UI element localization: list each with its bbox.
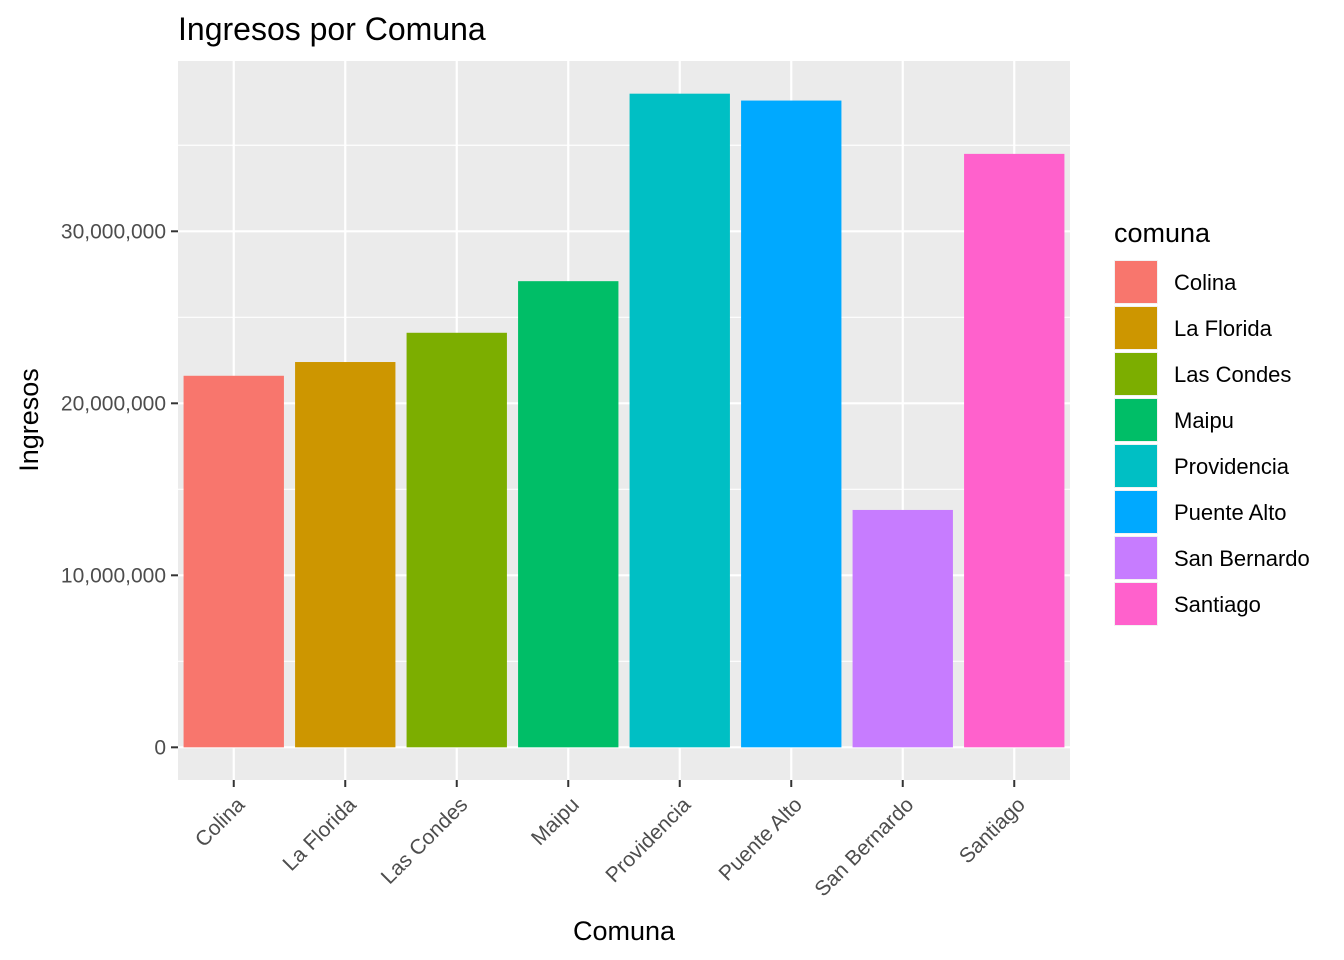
y-tick-label-3: 30,000,000 [61,220,166,243]
bar-providencia [629,93,730,748]
bars [183,93,1065,748]
x-axis: Colina La Florida Las Condes Maipu Providenc… [191,780,1030,901]
y-tick-label-2: 20,000,000 [61,392,166,415]
legend: comuna Colina La Florida Las Condes Maipu Pr… [1114,218,1310,626]
bar-santiago [964,153,1065,748]
x-axis-title: Comuna [573,916,676,946]
x-tick-label-0: Colina [191,793,250,852]
legend-label-1: La Florida [1174,316,1273,341]
bar-maipu [518,281,619,748]
legend-label-3: Maipu [1174,408,1234,433]
legend-key-4 [1115,445,1157,487]
legend-label-6: San Bernardo [1174,546,1310,571]
legend-label-0: Colina [1174,270,1237,295]
y-axis: 0 10,000,000 20,000,000 30,000,000 [61,220,178,759]
x-tick-label-3: Maipu [527,793,584,850]
legend-key-1 [1115,307,1157,349]
legend-key-2 [1115,353,1157,395]
legend-label-2: Las Condes [1174,362,1291,387]
legend-key-6 [1115,537,1157,579]
legend-key-7 [1115,583,1157,625]
legend-key-5 [1115,491,1157,533]
x-tick-label-6: San Bernardo [810,793,918,901]
chart-title: Ingresos por Comuna [178,11,486,47]
legend-key-0 [1115,261,1157,303]
x-tick-label-1: La Florida [278,793,361,876]
x-tick-label-5: Puente Alto [715,793,807,885]
x-tick-label-4: Providencia [601,793,695,887]
y-axis-title: Ingresos [14,368,44,472]
y-tick-label-0: 0 [154,736,166,759]
legend-label-7: Santiago [1174,592,1261,617]
bar-las-condes [406,332,507,748]
y-tick-label-1: 10,000,000 [61,564,166,587]
bar-la-florida [295,362,396,748]
bar-puente-alto [741,100,842,748]
x-tick-label-7: Santiago [955,793,1030,868]
legend-title: comuna [1114,218,1211,248]
x-tick-label-2: Las Condes [377,793,473,889]
legend-label-5: Puente Alto [1174,500,1287,525]
bar-san-bernardo [852,509,953,748]
bar-colina [183,375,284,748]
legend-key-3 [1115,399,1157,441]
legend-label-4: Providencia [1174,454,1290,479]
